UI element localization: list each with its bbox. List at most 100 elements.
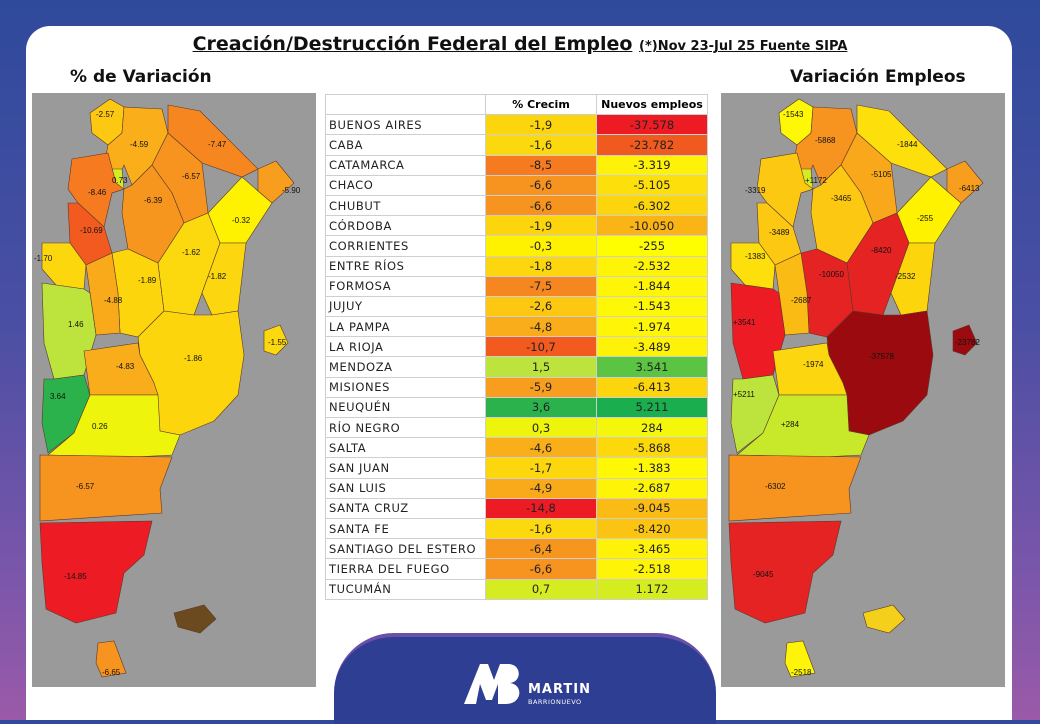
province-name: TIERRA DEL FUEGO [325,558,486,580]
table-row: CHUBUT -6,6 -6.302 [325,194,708,217]
map-label: -1.70 [34,254,53,263]
province-chubut [39,454,173,522]
map-label: 1.46 [68,320,84,329]
emp-cell: -255 [596,235,708,257]
table-row: CORRIENTES -0,3 -255 [325,235,708,257]
map-label: -8.46 [88,188,107,197]
province-chubut [728,454,862,522]
province-tierra-del-fuego [784,640,816,678]
map-label: -37578 [869,352,894,361]
emp-cell: -1.543 [596,295,708,318]
left-map-header: % de Variación [70,67,212,87]
province-name: ENTRE RÍOS [325,255,486,277]
mb-logo-icon [464,664,520,704]
table-row: MENDOZA 1,5 3.541 [325,356,708,378]
map-label: -6.57 [182,172,201,181]
pct-cell: -5,9 [485,376,597,398]
map-label: -4.83 [116,362,135,371]
map-label: 0.73 [112,176,128,185]
logo-line2: BARRIONUEVO [528,698,582,706]
province-name: MENDOZA [325,356,486,378]
header-province [325,93,486,116]
pct-cell: -14,8 [485,497,597,519]
map-label: -1974 [803,360,824,369]
emp-cell: 1.172 [596,578,708,600]
province-tierra-del-fuego [95,640,127,678]
map-label: -2687 [791,296,812,305]
map-label: +284 [781,420,800,429]
province-name: SANTA CRUZ [325,497,486,519]
map-label: 3.64 [50,392,66,401]
emp-cell: 284 [596,416,708,439]
pct-cell: -7,5 [485,275,597,297]
page-title: Creación/Destrucción Federal del Empleo … [0,33,1040,55]
pct-cell: -1,9 [485,215,597,237]
map-label: -6413 [959,184,980,193]
map-label: -9045 [753,570,774,579]
province-rio-negro [736,394,870,458]
right-map-employment: -1543 -5868 -1844 +1172 -5105 -6413 -331… [721,93,1005,687]
province-name: CATAMARCA [325,154,486,176]
province-name: JUJUY [325,295,486,318]
table-row: SANTA FE -1,6 -8.420 [325,517,708,540]
pct-cell: 1,5 [485,356,597,378]
province-name: BUENOS AIRES [325,114,486,136]
map-label: -14.85 [64,572,87,581]
map-label: -1844 [897,140,918,149]
pct-cell: -1,9 [485,114,597,136]
map-label: -6.39 [144,196,163,205]
province-name: CÓRDOBA [325,215,486,237]
table-row: CÓRDOBA -1,9 -10.050 [325,215,708,237]
pct-cell: -4,8 [485,316,597,338]
map-label: -4.59 [130,140,149,149]
province-misiones [257,160,295,204]
left-map-percent: -2.57 -4.59 -7.47 -6.57 -5.90 0.73 -8.46… [32,93,316,687]
province-caba [952,324,978,356]
emp-cell: -10.050 [596,215,708,237]
province-rio-negro [47,394,181,458]
table-row: SAN JUAN -1,7 -1.383 [325,457,708,479]
employment-table: % Crecim Nuevos empleos BUENOS AIRES -1,9… [325,93,708,600]
map-label: -1543 [783,110,804,119]
map-label: -1.55 [268,338,287,347]
table-row: CABA -1,6 -23.782 [325,134,708,156]
province-name: RÍO NEGRO [325,416,486,439]
map-label: 0.26 [92,422,108,431]
province-entre-rios [201,242,247,316]
emp-cell: -3.489 [596,336,708,358]
table-row: FORMOSA -7,5 -1.844 [325,275,708,297]
logo-line1: MARTIN [528,682,592,697]
province-name: NEUQUÉN [325,396,486,419]
map-label: -1.86 [184,354,203,363]
emp-cell: 3.541 [596,356,708,378]
province-salta [103,106,169,186]
table-row: LA PAMPA -4,8 -1.974 [325,316,708,338]
map-label: -6.65 [102,668,121,677]
title-main: Creación/Destrucción Federal del Empleo [192,33,633,55]
province-name: SAN JUAN [325,457,486,479]
map-label: -2518 [791,668,812,677]
pct-cell: -1,6 [485,134,597,156]
province-caba [263,324,289,356]
table-row: BUENOS AIRES -1,9 -37.578 [325,114,708,136]
table-row: TIERRA DEL FUEGO -6,6 -2.518 [325,558,708,580]
map-label: -3465 [831,194,852,203]
header-pct: % Crecim [485,93,597,116]
table-row: TUCUMÁN 0,7 1.172 [325,578,708,600]
table-row: MISIONES -5,9 -6.413 [325,376,708,398]
table-row: RÍO NEGRO 0,3 284 [325,416,708,439]
map-label: -7.47 [208,140,227,149]
province-catamarca [756,152,814,228]
table-row: LA RIOJA -10,7 -3.489 [325,336,708,358]
map-label: -8420 [871,246,892,255]
map-label: -1383 [745,252,766,261]
table-row: JUJUY -2,6 -1.543 [325,295,708,318]
province-name: CORRIENTES [325,235,486,257]
emp-cell: -6.413 [596,376,708,398]
pct-cell: 0,3 [485,416,597,439]
map-label: -10050 [819,270,844,279]
map-label: -0.32 [232,216,251,225]
pct-cell: -6,4 [485,538,597,560]
map-label: -4.88 [104,296,123,305]
province-name: TUCUMÁN [325,578,486,600]
